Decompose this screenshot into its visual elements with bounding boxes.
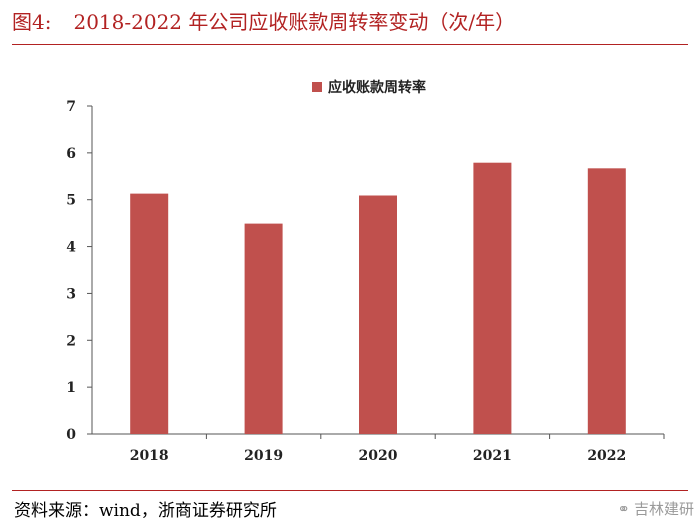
- x-tick-label: 2021: [473, 448, 512, 464]
- bar-2018: [130, 193, 169, 434]
- title-divider: [12, 44, 688, 45]
- axis-labels: 0 1 2 3 4 5 6 7 2018 2019 2020 2021 2022: [66, 99, 626, 464]
- y-tick-label: 2: [66, 333, 76, 349]
- y-tick-label: 1: [66, 380, 76, 396]
- x-tick-label: 2022: [587, 448, 626, 464]
- watermark: ⚭ 吉林建研: [617, 498, 694, 519]
- x-tick-label: 2020: [359, 448, 398, 464]
- legend: 应收账款周转率: [312, 79, 426, 96]
- chart-title: 图4: 2018-2022 年公司应收账款周转率变动（次/年）: [12, 6, 515, 35]
- bar-2020: [359, 195, 397, 434]
- y-tick-label: 7: [66, 99, 76, 115]
- footer-divider: [12, 490, 688, 491]
- bar-2019: [244, 223, 283, 434]
- source-note: 资料来源：wind，浙商证券研究所: [14, 501, 277, 521]
- bar-chart: 应收账款周转率 0 1 2 3 4 5 6 7 2018 2019 2020 2021 2022: [66, 79, 665, 464]
- bars: [130, 162, 626, 434]
- bar-2021: [473, 162, 512, 434]
- y-tick-label: 6: [66, 146, 76, 162]
- y-tick-label: 0: [66, 427, 76, 443]
- bar-2022: [587, 168, 626, 434]
- y-tick-label: 4: [66, 240, 76, 256]
- y-tick-label: 5: [66, 193, 76, 209]
- x-tick-label: 2019: [244, 448, 283, 464]
- figure-label: 图4:: [12, 10, 52, 34]
- legend-swatch: [312, 82, 322, 92]
- figure-title: 2018-2022 年公司应收账款周转率变动（次/年）: [73, 10, 516, 34]
- x-tick-label: 2018: [130, 448, 169, 464]
- legend-label: 应收账款周转率: [328, 79, 426, 96]
- watermark-text: 吉林建研: [633, 500, 694, 518]
- wechat-icon: ⚭: [617, 500, 630, 518]
- y-tick-label: 3: [66, 286, 76, 302]
